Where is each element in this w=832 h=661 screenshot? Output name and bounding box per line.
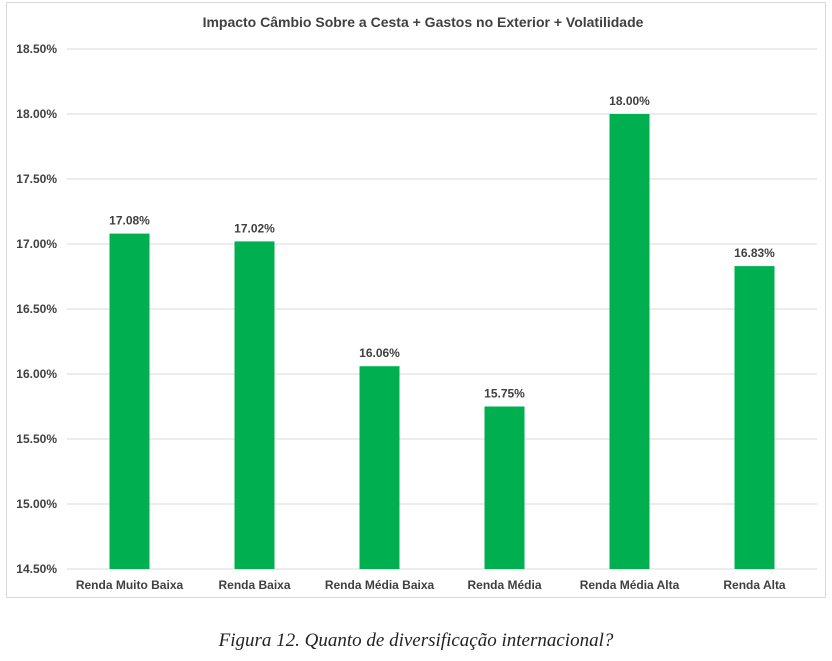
x-axis-ticks: Renda Muito Baixa Renda Baixa Renda Média … — [76, 578, 786, 592]
bar — [734, 266, 775, 569]
bar — [109, 233, 150, 569]
chart-title: Impacto Câmbio Sobre a Cesta + Gastos no… — [203, 14, 644, 30]
data-label: 17.02% — [234, 221, 275, 235]
bar — [359, 366, 400, 569]
x-tick-label: Renda Baixa — [218, 578, 290, 592]
x-tick-label: Renda Alta — [723, 578, 786, 592]
chart-frame: Impacto Câmbio Sobre a Cesta + Gastos no… — [6, 2, 826, 598]
x-tick-label: Renda Média Baixa — [325, 578, 435, 592]
y-tick-label: 16.00% — [16, 367, 57, 381]
y-tick-label: 18.00% — [16, 107, 57, 121]
data-label: 15.75% — [484, 387, 525, 401]
y-tick-label: 14.50% — [16, 562, 57, 576]
y-tick-label: 15.50% — [16, 432, 57, 446]
y-tick-label: 15.00% — [16, 497, 57, 511]
data-label: 18.00% — [609, 94, 650, 108]
y-axis-ticks: 14.50% 15.00% 15.50% 16.00% 16.50% 17.00% 17.5… — [16, 42, 57, 576]
bar — [484, 406, 525, 569]
y-tick-label: 18.50% — [16, 42, 57, 56]
gridlines — [67, 48, 817, 570]
bar — [234, 241, 275, 569]
data-label: 17.08% — [109, 214, 150, 228]
x-tick-label: Renda Muito Baixa — [76, 578, 184, 592]
y-tick-label: 17.50% — [16, 172, 57, 186]
figure-caption: Figura 12. Quanto de diversificação inte… — [218, 630, 614, 651]
x-tick-label: Renda Média Alta — [580, 578, 680, 592]
y-tick-label: 16.50% — [16, 302, 57, 316]
bar — [609, 114, 650, 569]
bar-chart: Impacto Câmbio Sobre a Cesta + Gastos no… — [16, 14, 817, 592]
data-labels: 17.08% 17.02% 16.06% 15.75% 18.00% 16.83% — [109, 94, 775, 401]
x-tick-label: Renda Média — [467, 578, 541, 592]
data-label: 16.83% — [734, 246, 775, 260]
bars — [109, 114, 775, 569]
data-label: 16.06% — [359, 346, 400, 360]
y-tick-label: 17.00% — [16, 237, 57, 251]
